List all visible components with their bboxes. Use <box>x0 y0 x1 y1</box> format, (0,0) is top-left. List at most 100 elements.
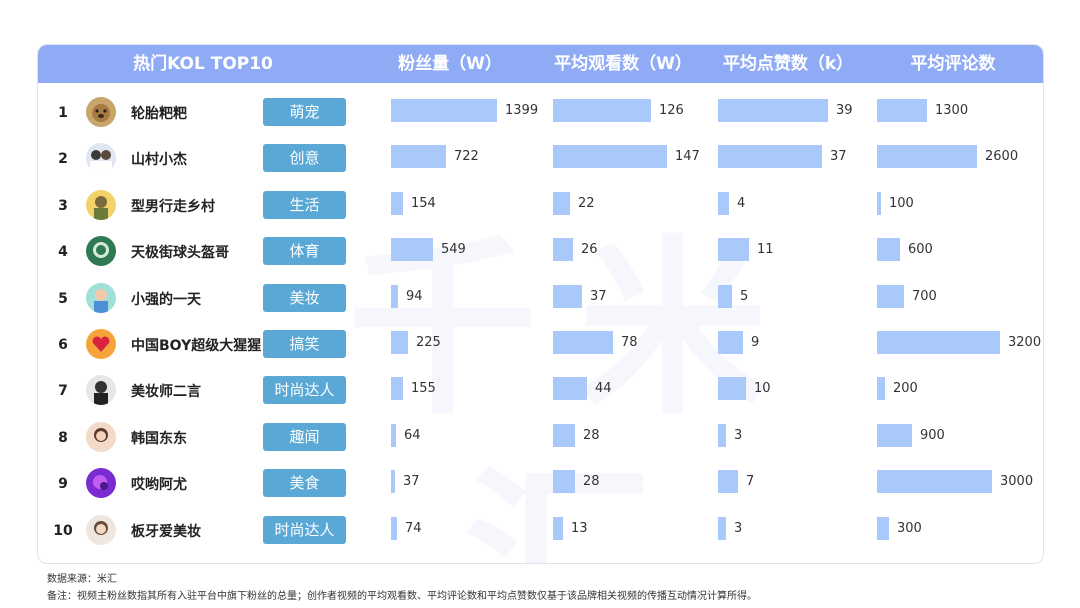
fans-bar <box>391 423 396 447</box>
avatar <box>86 282 116 313</box>
avatar <box>86 97 116 127</box>
table-row: 5 小强的一天 美妆 94 37 5 700 <box>38 277 1043 323</box>
fans-value: 37 <box>403 474 420 490</box>
avatar <box>86 375 116 406</box>
likes-bar <box>718 377 746 401</box>
rank-number: 3 <box>58 197 68 214</box>
likes-value: 37 <box>830 149 847 165</box>
table-header: 热门KOL TOP10 粉丝量（W） 平均观看数（W） 平均点赞数（k） 平均评… <box>38 45 1043 83</box>
remark-note: 备注：视频主粉丝数指其所有入驻平台中旗下粉丝的总量；创作者视频的平均观看数、平均… <box>47 591 757 602</box>
category-tag: 体育 <box>263 237 346 266</box>
views-bar <box>553 377 587 401</box>
avatar <box>86 514 116 545</box>
views-value: 126 <box>659 103 684 118</box>
rank-number: 9 <box>58 476 68 493</box>
kol-ranking-card: 千米汇 热门KOL TOP10 粉丝量（W） 平均观看数（W） 平均点赞数（k）… <box>37 44 1044 564</box>
comments-value: 700 <box>912 288 937 304</box>
kol-name: 山村小杰 <box>131 152 187 169</box>
fans-value: 1399 <box>505 103 539 118</box>
avatar <box>86 421 116 452</box>
avatar <box>86 468 116 499</box>
rank-number: 6 <box>58 337 68 353</box>
comments-value: 100 <box>889 195 914 211</box>
category-tag: 生活 <box>263 190 346 219</box>
likes-bar <box>718 516 726 540</box>
rank-number: 4 <box>58 244 68 261</box>
fans-bar <box>391 516 397 540</box>
fans-bar <box>391 145 446 169</box>
comments-value: 300 <box>897 520 922 536</box>
fans-value: 154 <box>411 195 436 211</box>
avatar <box>86 236 116 267</box>
fans-bar <box>391 284 398 308</box>
category-tag: 时尚达人 <box>263 376 346 405</box>
fans-value: 94 <box>406 288 423 304</box>
likes-bar <box>718 331 743 354</box>
likes-value: 7 <box>746 474 755 490</box>
category-tag: 搞笑 <box>263 330 346 358</box>
likes-value: 4 <box>737 195 746 211</box>
fans-bar <box>391 331 408 354</box>
kol-name: 小强的一天 <box>131 291 201 308</box>
kol-name: 中国BOY超级大猩猩 <box>131 338 262 354</box>
comments-bar <box>877 377 885 401</box>
views-bar <box>553 238 573 262</box>
table-row: 9 哎哟阿尤 美食 37 28 7 3000 <box>38 462 1043 508</box>
footnotes: 数据来源：米汇 备注：视频主粉丝数指其所有入驻平台中旗下粉丝的总量；创作者视频的… <box>47 571 757 605</box>
comments-value: 900 <box>920 427 945 443</box>
views-bar <box>553 99 651 122</box>
comments-bar <box>877 238 900 262</box>
header-fans: 粉丝量（W） <box>398 54 502 74</box>
category-tag: 趣闻 <box>263 422 346 451</box>
table-row: 6 中国BOY超级大猩猩 搞笑 225 78 9 3200 <box>38 323 1043 369</box>
header-likes: 平均点赞数（k） <box>722 54 854 74</box>
comments-value: 600 <box>908 242 933 258</box>
category-tag: 美食 <box>263 469 346 498</box>
views-bar <box>553 470 575 494</box>
comments-bar <box>877 331 1000 354</box>
category-tag: 萌宠 <box>263 98 346 126</box>
header-comments: 平均评论数 <box>910 54 996 74</box>
kol-name: 美妆师二言 <box>131 384 201 401</box>
likes-bar <box>718 470 738 494</box>
kol-name: 板牙爱美妆 <box>131 523 201 540</box>
avatar <box>86 189 116 220</box>
table-row: 4 天极街球头盔哥 体育 549 26 11 600 <box>38 230 1043 276</box>
comments-value: 3200 <box>1008 335 1042 350</box>
views-value: 13 <box>571 520 588 536</box>
kol-name: 型男行走乡村 <box>131 198 215 215</box>
table-row: 3 型男行走乡村 生活 154 22 4 100 <box>38 184 1043 230</box>
views-bar <box>553 191 570 215</box>
comments-bar <box>877 284 904 308</box>
rank-number: 7 <box>58 383 68 400</box>
likes-value: 11 <box>757 242 774 258</box>
fans-bar <box>391 191 403 215</box>
likes-bar <box>718 238 749 262</box>
kol-name: 哎哟阿尤 <box>131 477 187 494</box>
views-bar <box>553 516 563 540</box>
table-row: 1 轮胎粑粑 萌宠 1399 126 39 1300 <box>38 91 1043 137</box>
fans-value: 225 <box>416 335 441 350</box>
data-source-note: 数据来源：米汇 <box>47 574 117 585</box>
likes-value: 3 <box>734 427 743 443</box>
views-value: 147 <box>675 149 700 165</box>
likes-bar <box>718 145 822 169</box>
fans-value: 722 <box>454 149 479 165</box>
header-views: 平均观看数（W） <box>554 54 692 74</box>
likes-bar <box>718 284 732 308</box>
rank-number: 1 <box>58 105 68 121</box>
fans-bar <box>391 238 433 262</box>
fans-value: 155 <box>411 381 436 397</box>
views-bar <box>553 145 667 169</box>
views-value: 28 <box>583 474 600 490</box>
kol-name: 轮胎粑粑 <box>131 106 187 122</box>
header-kol: 热门KOL TOP10 <box>133 54 273 74</box>
fans-value: 64 <box>404 427 421 443</box>
category-tag: 时尚达人 <box>263 515 346 544</box>
rank-number: 8 <box>58 429 68 446</box>
comments-value: 2600 <box>985 149 1019 165</box>
likes-bar <box>718 191 729 215</box>
views-value: 37 <box>590 288 607 304</box>
likes-value: 10 <box>754 381 771 397</box>
comments-bar <box>877 470 992 494</box>
